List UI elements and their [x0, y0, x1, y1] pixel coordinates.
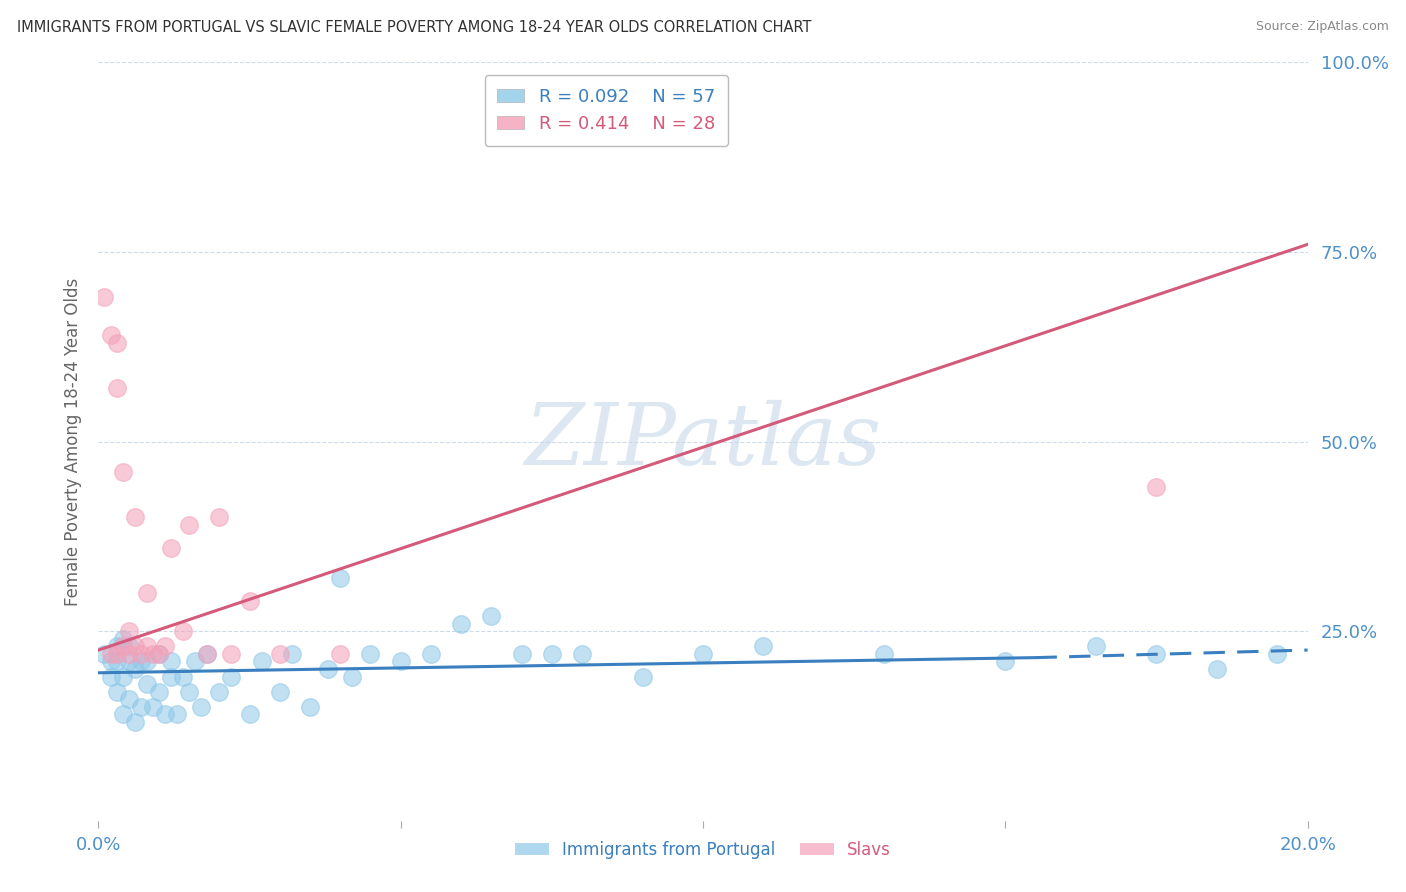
- Point: [631, 669, 654, 683]
- Point: [269, 647, 291, 661]
- Point: [124, 510, 146, 524]
- Point: [124, 715, 146, 730]
- Point: [118, 639, 141, 653]
- Point: [540, 647, 562, 661]
- Point: [100, 669, 122, 683]
- Point: [510, 647, 533, 661]
- Point: [239, 707, 262, 722]
- Point: [129, 655, 152, 669]
- Point: [111, 632, 134, 646]
- Point: [105, 335, 128, 350]
- Point: [221, 647, 243, 661]
- Point: [166, 707, 188, 722]
- Point: [342, 669, 364, 683]
- Point: [105, 639, 128, 653]
- Point: [1085, 639, 1108, 653]
- Point: [195, 647, 218, 661]
- Point: [692, 647, 714, 661]
- Point: [360, 647, 382, 661]
- Point: [105, 382, 128, 396]
- Point: [160, 655, 183, 669]
- Point: [190, 699, 212, 714]
- Point: [571, 647, 593, 661]
- Point: [105, 647, 128, 661]
- Point: [124, 662, 146, 676]
- Point: [208, 510, 231, 524]
- Point: [100, 328, 122, 343]
- Point: [1144, 480, 1167, 494]
- Text: Source: ZipAtlas.com: Source: ZipAtlas.com: [1256, 20, 1389, 33]
- Point: [481, 608, 503, 623]
- Point: [184, 655, 207, 669]
- Text: IMMIGRANTS FROM PORTUGAL VS SLAVIC FEMALE POVERTY AMONG 18-24 YEAR OLDS CORRELAT: IMMIGRANTS FROM PORTUGAL VS SLAVIC FEMAL…: [17, 20, 811, 35]
- Point: [450, 616, 472, 631]
- Point: [100, 647, 122, 661]
- Point: [148, 647, 170, 661]
- Point: [135, 655, 157, 669]
- Y-axis label: Female Poverty Among 18-24 Year Olds: Female Poverty Among 18-24 Year Olds: [63, 277, 82, 606]
- Point: [118, 655, 141, 669]
- Point: [752, 639, 775, 653]
- Point: [994, 655, 1017, 669]
- Point: [172, 624, 194, 639]
- Point: [172, 669, 194, 683]
- Point: [93, 291, 115, 305]
- Point: [118, 647, 141, 661]
- Point: [105, 655, 128, 669]
- Point: [135, 586, 157, 600]
- Point: [329, 647, 352, 661]
- Point: [299, 699, 322, 714]
- Point: [239, 594, 262, 608]
- Text: ZIPatlas: ZIPatlas: [524, 401, 882, 483]
- Point: [208, 685, 231, 699]
- Point: [142, 699, 165, 714]
- Point: [281, 647, 304, 661]
- Point: [118, 624, 141, 639]
- Point: [873, 647, 896, 661]
- Point: [269, 685, 291, 699]
- Point: [1206, 662, 1229, 676]
- Point: [195, 647, 218, 661]
- Point: [111, 465, 134, 479]
- Point: [153, 707, 176, 722]
- Point: [316, 662, 339, 676]
- Point: [250, 655, 273, 669]
- Point: [111, 707, 134, 722]
- Point: [179, 517, 201, 532]
- Point: [160, 669, 183, 683]
- Point: [1267, 647, 1289, 661]
- Point: [329, 571, 352, 585]
- Point: [93, 647, 115, 661]
- Point: [118, 692, 141, 706]
- Point: [142, 647, 165, 661]
- Point: [148, 647, 170, 661]
- Legend: Immigrants from Portugal, Slavs: Immigrants from Portugal, Slavs: [509, 834, 897, 865]
- Point: [179, 685, 201, 699]
- Point: [111, 639, 134, 653]
- Point: [135, 677, 157, 691]
- Point: [135, 639, 157, 653]
- Point: [129, 699, 152, 714]
- Point: [111, 669, 134, 683]
- Point: [129, 647, 152, 661]
- Point: [420, 647, 443, 661]
- Point: [1144, 647, 1167, 661]
- Point: [100, 655, 122, 669]
- Point: [148, 685, 170, 699]
- Point: [105, 685, 128, 699]
- Point: [153, 639, 176, 653]
- Point: [221, 669, 243, 683]
- Point: [160, 541, 183, 555]
- Point: [389, 655, 412, 669]
- Point: [124, 639, 146, 653]
